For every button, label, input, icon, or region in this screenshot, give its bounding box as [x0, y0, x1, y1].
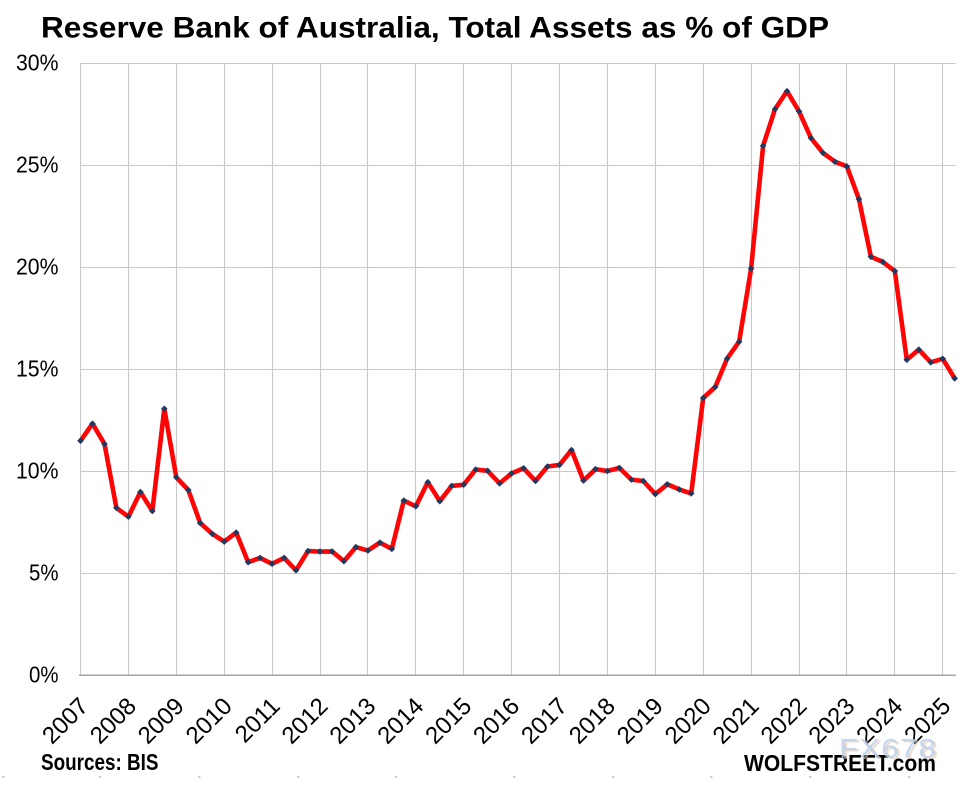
svg-text:10%: 10% — [16, 458, 59, 484]
svg-text:0%: 0% — [29, 662, 59, 688]
svg-text:Sources: BIS: Sources: BIS — [41, 749, 159, 775]
svg-text:5%: 5% — [29, 560, 59, 586]
svg-text:WOLFSTREET.com: WOLFSTREET.com — [744, 750, 936, 776]
svg-text:Reserve Bank of Australia, Tot: Reserve Bank of Australia, Total Assets … — [41, 12, 829, 45]
svg-text:FX678: FX678 — [839, 734, 937, 764]
svg-text:15%: 15% — [16, 356, 59, 382]
svg-text:30%: 30% — [16, 50, 59, 76]
svg-text:FX678: FX678 — [842, 735, 940, 765]
svg-text:20%: 20% — [16, 254, 59, 280]
svg-text:25%: 25% — [16, 152, 59, 178]
